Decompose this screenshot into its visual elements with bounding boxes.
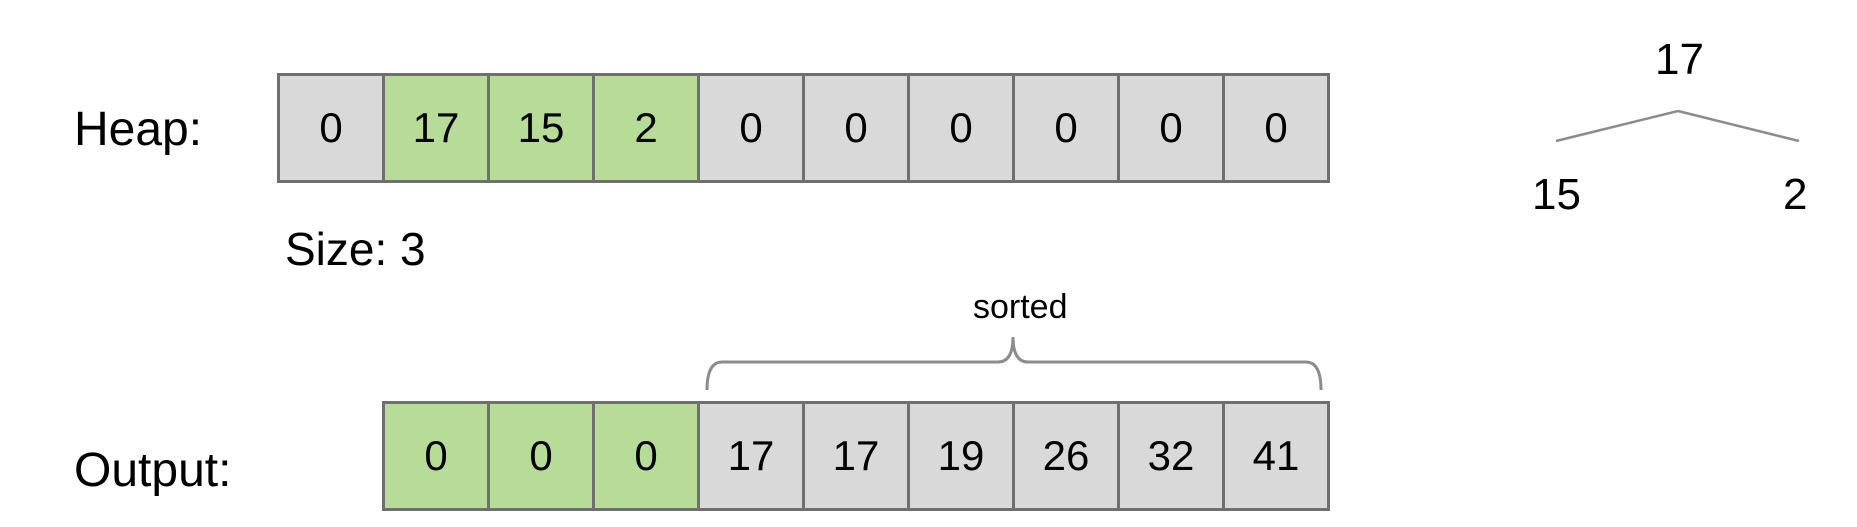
sorted-label: sorted — [973, 288, 1068, 326]
tree-root-node: 17 — [1655, 35, 1704, 84]
tree-left-node: 15 — [1532, 170, 1581, 219]
output-cell-3: 17 — [700, 404, 805, 508]
heap-cell-4: 0 — [700, 76, 805, 180]
tree-edge-right — [1677, 109, 1800, 143]
size-label: Size: 3 — [285, 223, 426, 275]
output-cell-8: 41 — [1225, 404, 1330, 508]
heap-cell-6: 0 — [910, 76, 1015, 180]
heap-cell-1: 17 — [385, 76, 490, 180]
heap-cell-5: 0 — [805, 76, 910, 180]
heap-label: Heap: — [74, 103, 203, 156]
tree-right-node: 2 — [1783, 170, 1808, 219]
heap-cell-8: 0 — [1120, 76, 1225, 180]
output-cell-7: 32 — [1120, 404, 1225, 508]
tree-edge-left — [1555, 109, 1679, 143]
heap-cell-3: 2 — [595, 76, 700, 180]
heap-cell-2: 15 — [490, 76, 595, 180]
output-cell-5: 19 — [910, 404, 1015, 508]
sorted-brace — [705, 336, 1323, 391]
heap-cell-9: 0 — [1225, 76, 1330, 180]
output-label: Output: — [74, 444, 232, 497]
output-cell-2: 0 — [595, 404, 700, 508]
output-cell-1: 0 — [490, 404, 595, 508]
output-cell-0: 0 — [385, 404, 490, 508]
heap-cell-0: 0 — [280, 76, 385, 180]
output-cell-6: 26 — [1015, 404, 1120, 508]
heap-cell-7: 0 — [1015, 76, 1120, 180]
heap-array: 0 17 15 2 0 0 0 0 0 0 — [277, 73, 1330, 183]
output-cell-4: 17 — [805, 404, 910, 508]
output-array: 0 0 0 17 17 19 26 32 41 — [382, 401, 1330, 511]
